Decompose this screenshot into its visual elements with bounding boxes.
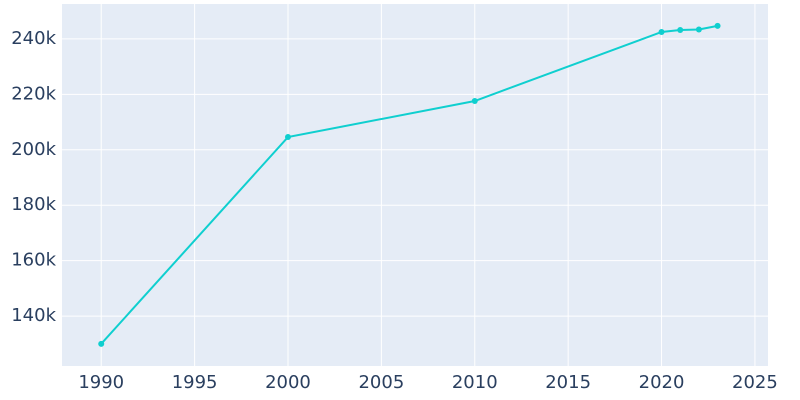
point <box>658 28 665 35</box>
point <box>677 27 684 34</box>
x-tick-label: 2025 <box>732 372 778 393</box>
y-tick-label: 220k <box>11 83 56 104</box>
point <box>714 22 721 29</box>
y-tick-label: 160k <box>11 250 56 271</box>
point <box>471 98 478 105</box>
x-tick-label: 2005 <box>358 372 404 393</box>
x-tick-label: 2010 <box>452 372 498 393</box>
y-tick-label: 180k <box>11 194 56 215</box>
y-tick-label: 140k <box>11 305 56 326</box>
x-tick-label: 1995 <box>172 372 218 393</box>
x-tick-label: 2015 <box>545 372 591 393</box>
point <box>98 340 105 347</box>
point <box>284 134 291 141</box>
point <box>695 26 702 33</box>
x-tick-label: 2020 <box>639 372 685 393</box>
x-tick-label: 1990 <box>78 372 124 393</box>
y-tick-label: 200k <box>11 139 56 160</box>
plot-background <box>62 4 768 366</box>
y-tick-label: 240k <box>11 28 56 49</box>
x-tick-label: 2000 <box>265 372 311 393</box>
